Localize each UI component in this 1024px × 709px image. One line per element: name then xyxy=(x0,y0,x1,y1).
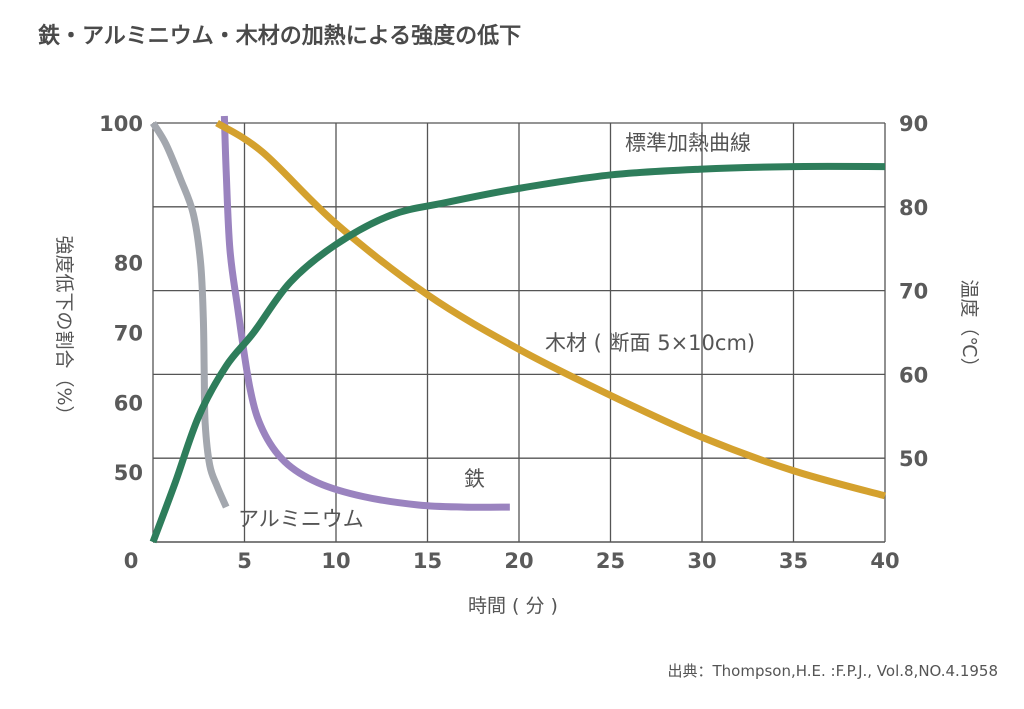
source-note: 出典：Thompson,H.E. :F.P.J., Vol.8,NO.4.195… xyxy=(668,662,998,680)
x-tick-label: 15 xyxy=(413,549,442,573)
x-tick-label: 35 xyxy=(779,549,808,573)
x-tick-label: 10 xyxy=(321,549,350,573)
x-ticks: 0 5 10 15 20 25 30 35 40 xyxy=(124,549,900,573)
y-tick-left-label: 100 xyxy=(99,112,143,136)
y-axis-label-left: 強度低下の割合（%） xyxy=(53,235,75,424)
y-axis-label-right: 温度（℃） xyxy=(958,279,980,376)
y-tick-right-label: 70 xyxy=(899,280,928,304)
x-tick-label: 0 xyxy=(124,549,139,573)
series-line-1 xyxy=(220,115,510,511)
y-tick-left-label: 80 xyxy=(114,252,143,276)
y-tick-left-label: 70 xyxy=(114,322,143,346)
y-tick-left-label: 60 xyxy=(114,391,143,415)
y-tick-right-label: 50 xyxy=(899,447,928,471)
x-tick-label: 40 xyxy=(870,549,899,573)
y-tick-right-label: 80 xyxy=(899,196,928,220)
y-ticks-right: 90 80 70 60 50 xyxy=(899,112,928,471)
series-label-2: 木材 ( 断面 5×10cm) xyxy=(545,331,755,355)
series-layer xyxy=(149,115,886,544)
series-line-0 xyxy=(150,121,230,509)
chart-title: 鉄・アルミニウム・木材の加熱による強度の低下 xyxy=(38,23,521,49)
y-tick-right-label: 90 xyxy=(899,112,928,136)
y-tick-right-label: 60 xyxy=(899,363,928,387)
y-ticks-left: 100 80 70 60 50 xyxy=(99,112,143,485)
series-label-0: アルミニウム xyxy=(238,507,364,531)
series-labels: アルミニウム 鉄 木材 ( 断面 5×10cm) 標準加熱曲線 xyxy=(238,131,755,531)
y-tick-left-label: 50 xyxy=(114,461,143,485)
series-label-3: 標準加熱曲線 xyxy=(625,131,751,155)
series-line-2 xyxy=(215,120,886,500)
x-tick-label: 30 xyxy=(687,549,716,573)
x-axis-label: 時間 ( 分 ) xyxy=(468,595,558,617)
series-label-1: 鉄 xyxy=(464,467,485,491)
x-tick-label: 5 xyxy=(237,549,252,573)
x-tick-label: 25 xyxy=(596,549,625,573)
series-line-3 xyxy=(149,162,886,544)
x-tick-label: 20 xyxy=(504,549,533,573)
